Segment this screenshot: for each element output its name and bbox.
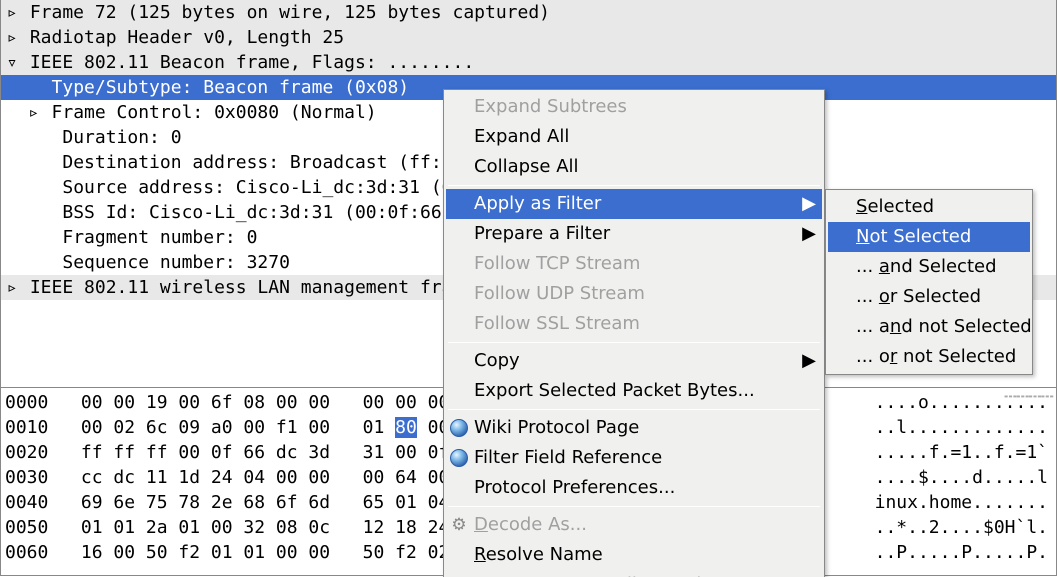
tree-row[interactable]: ▹ Radiotap Header v0, Length 25 [1, 25, 1056, 50]
tree-row-label: IEEE 802.11 Beacon frame, Flags: .......… [19, 52, 474, 73]
filter-submenu[interactable]: Selected Not Selected ... and Selected ... … [825, 189, 1033, 375]
tree-row-label: Fragment number: 0 [41, 227, 258, 248]
collapse-all[interactable]: Collapse All [446, 152, 822, 182]
menu-item-label: ... or Selected [856, 286, 981, 307]
spacer [27, 225, 41, 250]
spacer [27, 175, 41, 200]
menu-item-label: Filter Field Reference [474, 447, 662, 468]
tree-row-label: Frame 72 (125 bytes on wire, 125 bytes c… [19, 2, 550, 23]
triangle-icon[interactable]: ▿ [5, 50, 19, 75]
tree-row[interactable]: ▹ Frame 72 (125 bytes on wire, 125 bytes… [1, 0, 1056, 25]
wiki-page[interactable]: Wiki Protocol Page [446, 413, 822, 443]
ascii-dump: .....f.=1..f.=1` [875, 440, 1048, 465]
filt-or-not[interactable]: ... or not Selected [828, 342, 1030, 372]
decode-as: ⚙ Decode As... [446, 510, 822, 540]
ascii-dump: inux.home....... [875, 490, 1048, 515]
menu-item-label: Resolve Name [474, 544, 603, 565]
tree-row-label: Sequence number: 3270 [41, 252, 290, 273]
filt-and-not[interactable]: ... and not Selected [828, 312, 1030, 342]
filt-not-selected[interactable]: Not Selected [828, 222, 1030, 252]
menu-separator [448, 506, 820, 507]
resolve-name[interactable]: Resolve Name [446, 540, 822, 570]
export-bytes[interactable]: Export Selected Packet Bytes... [446, 376, 822, 406]
spacer [27, 150, 41, 175]
submenu-arrow-icon: ▶ [802, 219, 816, 249]
cog-icon: ⚙ [450, 516, 468, 534]
tree-row[interactable]: ▿ IEEE 802.11 Beacon frame, Flags: .....… [1, 50, 1056, 75]
menu-item-label: Apply as Filter [474, 193, 601, 214]
apply-as-filter[interactable]: Apply as Filter ▶ [446, 189, 822, 219]
menu-item-label: Export Selected Packet Bytes... [474, 380, 755, 401]
copy[interactable]: Copy ▶ [446, 346, 822, 376]
menu-item-label: ... or not Selected [856, 346, 1016, 367]
ascii-dump: ..P.....P.....P. [875, 540, 1048, 565]
menu-item-label: Not Selected [856, 226, 971, 247]
ascii-dump: ..l............. [875, 415, 1048, 440]
tree-row-label: Type/Subtype: Beacon frame (0x08) [41, 77, 409, 98]
tree-row-label: IEEE 802.11 wireless LAN management fram… [19, 277, 474, 298]
triangle-icon[interactable]: ▹ [5, 25, 19, 50]
globe-icon [450, 419, 468, 437]
filt-and-selected[interactable]: ... and Selected [828, 252, 1030, 282]
filt-or-selected[interactable]: ... or Selected [828, 282, 1030, 312]
globe-icon [450, 449, 468, 467]
filt-selected[interactable]: Selected [828, 192, 1030, 222]
context-menu[interactable]: Expand Subtrees Expand All Collapse All App… [443, 89, 825, 577]
tree-row-label: Frame Control: 0x0080 (Normal) [41, 102, 377, 123]
follow-tcp: Follow TCP Stream [446, 249, 822, 279]
spacer [27, 250, 41, 275]
proto-prefs[interactable]: Protocol Preferences... [446, 473, 822, 503]
spacer [27, 75, 41, 100]
filter-ref[interactable]: Filter Field Reference [446, 443, 822, 473]
follow-ssl: Follow SSL Stream [446, 309, 822, 339]
menu-item-label: ... and not Selected [856, 316, 1032, 337]
tree-row-label: Radiotap Header v0, Length 25 [19, 27, 344, 48]
menu-separator [448, 409, 820, 410]
submenu-arrow-icon: ▶ [802, 346, 816, 376]
menu-item-label: Expand Subtrees [474, 96, 627, 117]
menu-item-label: Expand All [474, 126, 569, 147]
menu-separator [448, 185, 820, 186]
triangle-icon[interactable]: ▹ [27, 100, 41, 125]
tree-row-label: Duration: 0 [41, 127, 182, 148]
ascii-dump: ..*..2....$0H`l. [875, 515, 1048, 540]
menu-separator [448, 342, 820, 343]
expand-subtrees: Expand Subtrees [446, 92, 822, 122]
submenu-arrow-icon: ▶ [802, 189, 816, 219]
menu-item-label: Follow SSL Stream [474, 313, 640, 334]
menu-item-label: Follow TCP Stream [474, 253, 640, 274]
triangle-icon[interactable]: ▹ [5, 0, 19, 25]
triangle-icon[interactable]: ▹ [5, 275, 19, 300]
spacer [27, 125, 41, 150]
prepare-a-filter[interactable]: Prepare a Filter ▶ [446, 219, 822, 249]
menu-item-label: Prepare a Filter [474, 223, 610, 244]
menu-item-label: ... and Selected [856, 256, 997, 277]
menu-item-label: Decode As... [474, 514, 587, 535]
menu-item-label: Collapse All [474, 156, 579, 177]
goto-packet: Go to Corresponding Packet [446, 570, 822, 577]
menu-item-label: Selected [856, 196, 934, 217]
follow-udp: Follow UDP Stream [446, 279, 822, 309]
menu-item-label: Wiki Protocol Page [474, 417, 639, 438]
menu-item-label: Protocol Preferences... [474, 477, 675, 498]
menu-item-label: Follow UDP Stream [474, 283, 645, 304]
menu-item-label: Copy [474, 350, 520, 371]
spacer [27, 200, 41, 225]
ascii-dump: ....o........... [875, 390, 1048, 415]
expand-all[interactable]: Expand All [446, 122, 822, 152]
ascii-dump: ....$....d.....l [875, 465, 1048, 490]
